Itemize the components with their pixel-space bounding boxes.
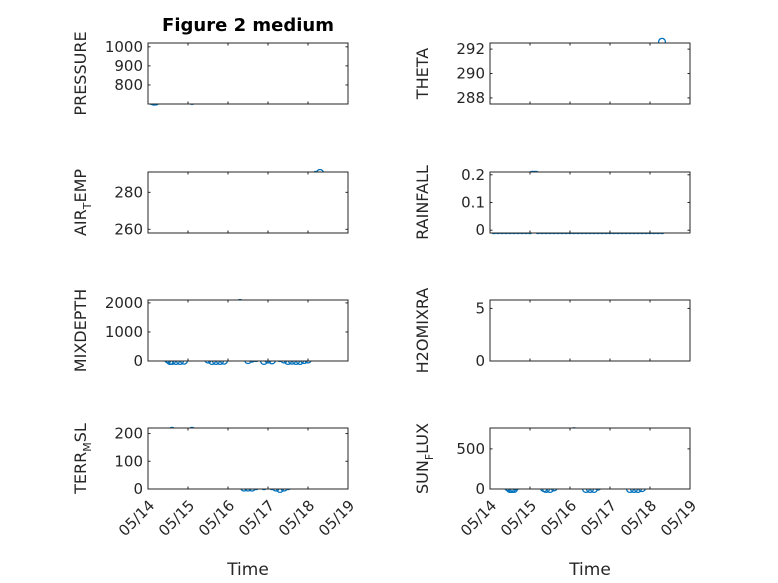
- y-tick-label: 100: [114, 452, 143, 470]
- y-label-main: SUN: [413, 460, 432, 494]
- x-tick-label: 05/18: [275, 497, 318, 540]
- y-tick-label: 900: [114, 57, 143, 75]
- y-tick-label: 1000: [105, 38, 143, 56]
- axes-frame: [489, 42, 691, 105]
- y-label-subscript: F: [423, 454, 436, 460]
- y-tick-label: 0: [475, 480, 485, 498]
- y-axis-label: THETA: [413, 48, 432, 100]
- y-tick-label: 800: [114, 76, 143, 94]
- y-tick-label: 200: [114, 425, 143, 443]
- y-tick-label: 1000: [105, 323, 143, 341]
- x-tick-label: 05/19: [315, 497, 358, 540]
- x-tick-label: 05/14: [457, 497, 500, 540]
- y-label-main: AIR: [71, 209, 90, 236]
- y-axis-label: AIRTEMP: [71, 169, 94, 236]
- x-tick-label: 05/17: [577, 497, 620, 540]
- y-tick-label: 292: [456, 40, 485, 58]
- y-tick-label: 5: [475, 299, 485, 317]
- y-label-rest: SL: [71, 423, 90, 442]
- x-tick-label: 05/15: [497, 497, 540, 540]
- x-tick-label: 05/16: [537, 497, 580, 540]
- axes-frame: [489, 427, 691, 490]
- y-label-subscript: T: [81, 202, 94, 210]
- x-tick-label: 05/14: [115, 497, 158, 540]
- y-tick-label: 260: [114, 220, 143, 238]
- y-axis-label: PRESSURE: [71, 31, 90, 115]
- axes-frame: [147, 171, 349, 234]
- x-tick-label: 05/15: [155, 497, 198, 540]
- y-axis-label: SUNFLUX: [413, 423, 436, 494]
- y-axis-label: MIXDEPTH: [71, 289, 90, 372]
- axes-frame: [147, 427, 349, 490]
- axes-frame: [147, 299, 349, 362]
- chart-title: Figure 2 medium: [162, 15, 334, 36]
- y-axis-label: RAINFALL: [413, 165, 432, 240]
- y-label-subscript: M: [81, 442, 94, 452]
- axes-frame: [489, 299, 691, 362]
- y-tick-label: 0.1: [461, 194, 485, 212]
- y-label-rest: EMP: [71, 169, 90, 203]
- x-tick-label: 05/19: [657, 497, 700, 540]
- x-tick-label: 05/18: [617, 497, 660, 540]
- y-tick-label: 500: [456, 440, 485, 458]
- axes-frame: [147, 42, 349, 105]
- panel-h2omixra: 0 5 H2OMIXRA: [413, 288, 691, 374]
- panel-theta: 288 290 292 THETA: [413, 37, 691, 107]
- y-tick-label: 0: [475, 352, 485, 370]
- y-tick-label: 0.2: [461, 166, 485, 184]
- y-tick-label: 288: [456, 89, 485, 107]
- x-tick-label: 05/16: [195, 497, 238, 540]
- y-tick-label: 2000: [105, 294, 143, 312]
- x-tick-label: 05/17: [235, 497, 278, 540]
- y-label-rest: LUX: [413, 423, 432, 454]
- x-axis-label: Time: [226, 560, 269, 580]
- y-tick-label: 0: [133, 352, 143, 370]
- y-tick-label: 280: [114, 183, 143, 201]
- y-label-main: TERR: [71, 452, 90, 495]
- y-axis-label: H2OMIXRA: [413, 288, 432, 374]
- panel-mixdepth: 0 1000 2000 MIXDEPTH: [71, 289, 349, 372]
- y-tick-label: 0: [133, 480, 143, 498]
- axes-frame: [489, 171, 691, 234]
- panel-air_temp: 260 280 AIRTEMP: [71, 169, 349, 238]
- y-tick-label: 0: [475, 221, 485, 239]
- panel-rainfall: 0 0.1 0.2 RAINFALL: [413, 165, 691, 240]
- y-tick-label: 290: [456, 65, 485, 83]
- x-axis-label: Time: [568, 560, 611, 580]
- y-axis-label: TERRMSL: [71, 423, 94, 495]
